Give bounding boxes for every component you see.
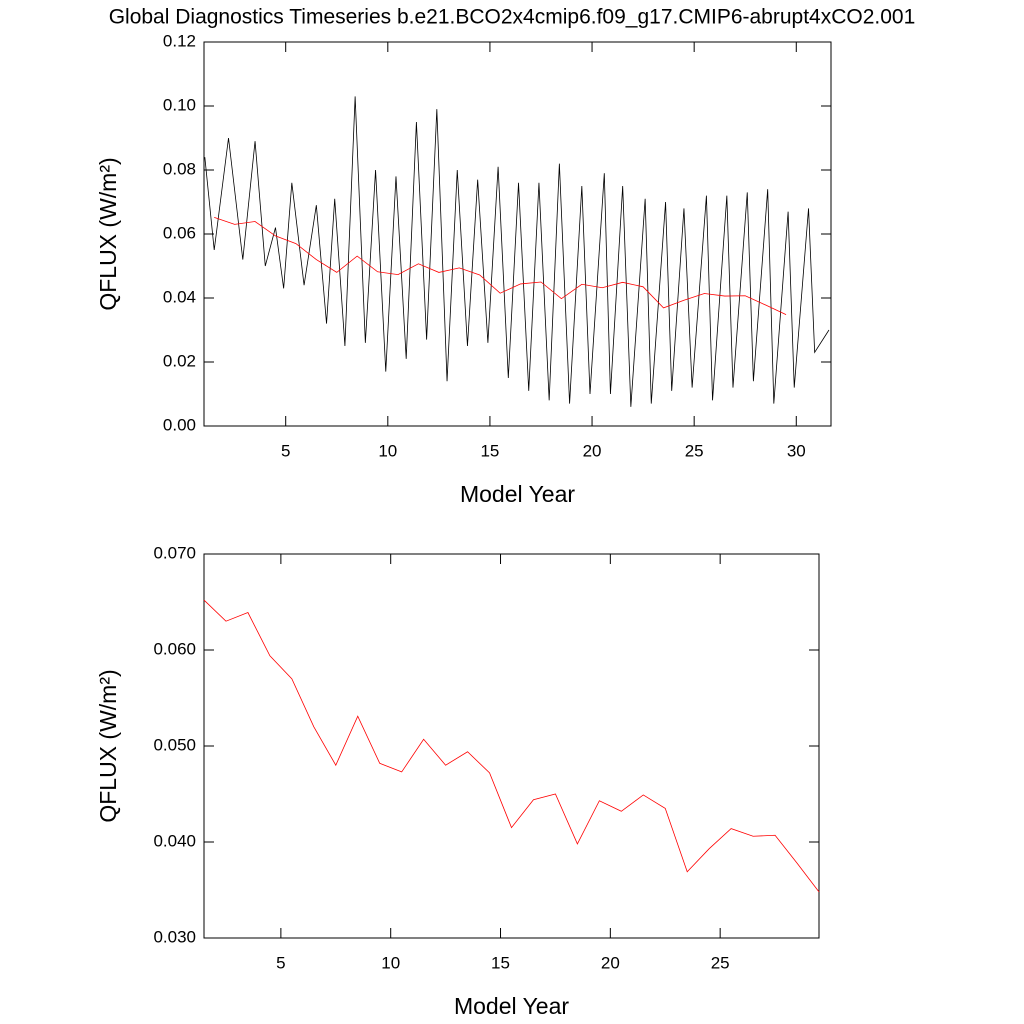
x-tick-label: 25 [711,953,730,972]
x-tick-label: 20 [583,441,602,460]
y-axis-title: QFLUX (W/m²) [95,157,121,310]
y-tick-label: 0.060 [153,639,196,658]
y-tick-label: 0.08 [163,159,196,178]
y-axis-title: QFLUX (W/m²) [95,669,121,822]
x-tick-label: 30 [787,441,806,460]
y-tick-label: 0.12 [163,31,196,50]
chart-title: Global Diagnostics Timeseries b.e21.BCO2… [109,6,916,29]
x-tick-label: 5 [276,953,285,972]
data-line [204,96,830,407]
x-tick-label: 20 [601,953,620,972]
x-tick-label: 5 [281,441,290,460]
x-tick-label: 15 [480,441,499,460]
y-tick-label: 0.040 [153,831,196,850]
x-tick-label: 15 [491,953,510,972]
y-tick-label: 0.10 [163,95,196,114]
y-tick-label: 0.050 [153,735,196,754]
y-tick-label: 0.04 [163,287,196,306]
y-tick-label: 0.00 [163,415,196,434]
data-line [214,216,787,316]
x-axis-title: Model Year [454,993,569,1019]
x-tick-label: 10 [378,441,397,460]
data-line [203,599,820,893]
x-tick-label: 10 [381,953,400,972]
x-tick-label: 25 [685,441,704,460]
plot-frame [203,553,820,939]
y-tick-label: 0.06 [163,223,196,242]
y-tick-label: 0.030 [153,927,196,946]
x-axis-title: Model Year [460,481,575,507]
y-tick-label: 0.02 [163,351,196,370]
y-tick-label: 0.070 [153,543,196,562]
